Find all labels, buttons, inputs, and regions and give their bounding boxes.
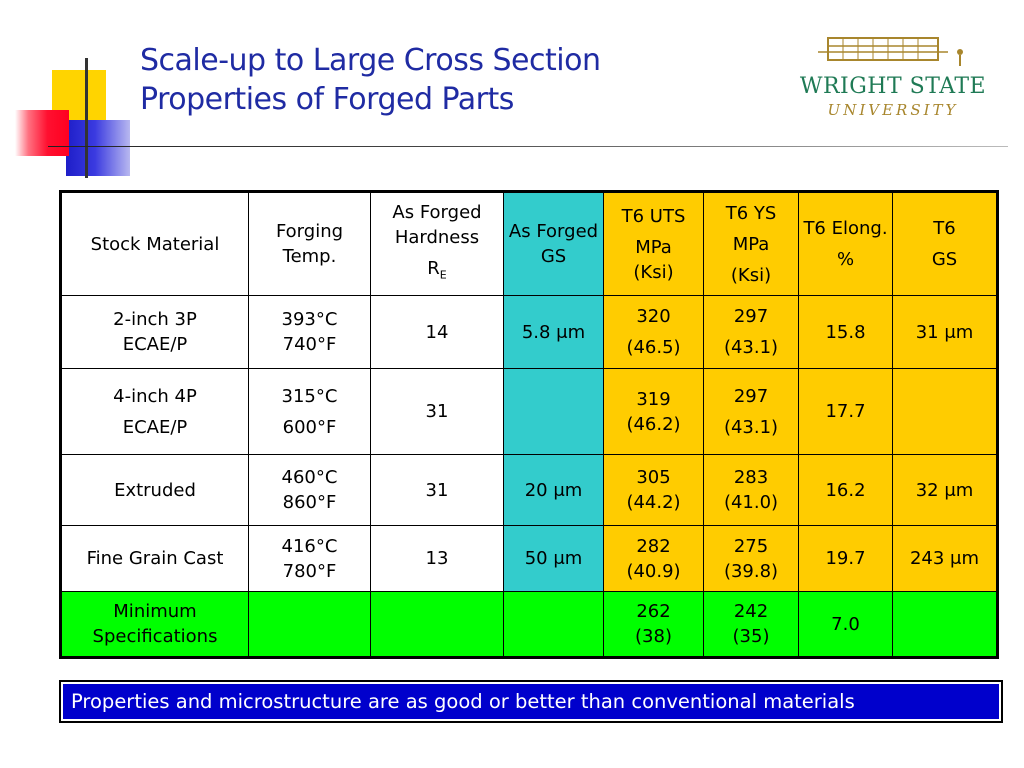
cell-elong: 7.0: [798, 591, 893, 658]
table-row: Fine Grain Cast 416°C 780°F 13 50 μm 282(…: [60, 525, 998, 592]
header-as-forged-gs: As Forged GS: [503, 191, 604, 296]
cell-temp: 460°C 860°F: [248, 454, 371, 526]
cell-temp: 416°C 780°F: [248, 525, 371, 592]
cell-temp: 315°C 600°F: [248, 368, 371, 455]
cell-hardness: 13: [370, 525, 504, 592]
table-row: 2-inch 3P ECAE/P 393°C 740°F 14 5.8 μm 320…: [60, 295, 998, 369]
cell-ys: 297 (43.1): [703, 295, 799, 369]
header-t6-elong: T6 Elong. %: [798, 191, 893, 296]
cell-hardness: [370, 591, 504, 658]
table-row: 4-inch 4P ECAE/P 315°C 600°F 31 319 (46.2) …: [60, 368, 998, 455]
header-stock-material: Stock Material: [60, 191, 249, 296]
cell-uts: 282 (40.9): [603, 525, 704, 592]
cell-gs: 50 μm: [503, 525, 604, 592]
cell-hardness: 31: [370, 368, 504, 455]
cell-temp: 393°C 740°F: [248, 295, 371, 369]
cell-stock: Extruded: [60, 454, 249, 526]
decor-red-square: [15, 110, 69, 156]
cell-hardness: 14: [370, 295, 504, 369]
cell-gs: [503, 591, 604, 658]
building-icon: [818, 37, 963, 66]
cell-ys: 242 (35): [703, 591, 799, 658]
cell-stock: Fine Grain Cast: [60, 525, 249, 592]
cell-ys: 297 (43.1): [703, 368, 799, 455]
cell-stock: 2-inch 3P ECAE/P: [60, 295, 249, 369]
title-line-2: Properties of Forged Parts: [140, 82, 514, 117]
header-t6-uts: T6 UTS MPa (Ksi): [603, 191, 704, 296]
properties-table: Stock Material Forging Temp. As Forged H…: [59, 190, 999, 659]
cell-t6gs: 243 μm: [892, 525, 998, 592]
table-row: Extruded 460°C 860°F 31 20 μm 305 (44.2) 2…: [60, 454, 998, 526]
cell-elong: 17.7: [798, 368, 893, 455]
decor-blue-square: [66, 120, 130, 176]
cell-uts: 320 (46.5): [603, 295, 704, 369]
cell-uts: 262 (38): [603, 591, 704, 658]
cell-t6gs: [892, 368, 998, 455]
university-logo: WRIGHT STATE UNIVERSITY: [798, 34, 988, 124]
cell-gs: [503, 368, 604, 455]
header-t6-ys: T6 YS MPa (Ksi): [703, 191, 799, 296]
cell-elong: 16.2: [798, 454, 893, 526]
cell-elong: 19.7: [798, 525, 893, 592]
cell-t6gs: 32 μm: [892, 454, 998, 526]
header-row: Stock Material Forging Temp. As Forged H…: [60, 191, 998, 296]
cell-uts: 305 (44.2): [603, 454, 704, 526]
title-line-1: Scale-up to Large Cross Section: [140, 43, 601, 78]
decor-vertical-line: [85, 58, 88, 178]
cell-hardness: 31: [370, 454, 504, 526]
summary-text: Properties and microstructure are as goo…: [63, 684, 999, 719]
cell-t6gs: [892, 591, 998, 658]
cell-stock: 4-inch 4P ECAE/P: [60, 368, 249, 455]
header-hardness: As Forged Hardness RE: [370, 191, 504, 296]
title-divider: [48, 146, 1008, 147]
logo-subtitle: UNIVERSITY: [827, 101, 959, 119]
header-forging-temp: Forging Temp.: [248, 191, 371, 296]
cell-ys: 283 (41.0): [703, 454, 799, 526]
cell-uts: 319 (46.2): [603, 368, 704, 455]
header-t6-gs: T6 GS: [892, 191, 998, 296]
cell-stock: Minimum Specifications: [60, 591, 249, 658]
slide-title: Scale-up to Large Cross Section Properti…: [140, 41, 601, 119]
cell-gs: 20 μm: [503, 454, 604, 526]
cell-temp: [248, 591, 371, 658]
logo-name: WRIGHT STATE: [799, 74, 987, 99]
table-row-minimum-specs: Minimum Specifications 262 (38) 242 (35) 7.…: [60, 591, 998, 658]
cell-elong: 15.8: [798, 295, 893, 369]
cell-t6gs: 31 μm: [892, 295, 998, 369]
cell-ys: 275 (39.8): [703, 525, 799, 592]
summary-box: Properties and microstructure are as goo…: [59, 680, 1003, 723]
cell-gs: 5.8 μm: [503, 295, 604, 369]
